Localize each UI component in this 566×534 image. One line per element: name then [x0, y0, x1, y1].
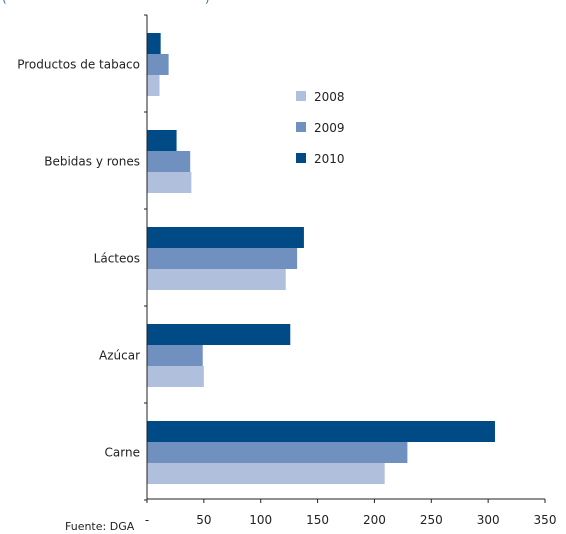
source-note: Fuente: DGA	[65, 520, 135, 533]
category-label: Productos de tabaco	[17, 58, 140, 72]
x-tick-label: -	[145, 513, 149, 527]
bar-2008-1	[147, 172, 192, 193]
x-tick-label: 100	[249, 513, 272, 527]
bars-group	[147, 33, 495, 484]
category-label: Azúcar	[99, 349, 140, 363]
legend-swatch	[296, 153, 306, 163]
bar-2010-1	[147, 130, 177, 151]
header-fragment-left: (	[2, 0, 7, 5]
bar-2009-1	[147, 151, 191, 172]
bar-2008-4	[147, 463, 385, 484]
x-tick-label: 300	[477, 513, 500, 527]
legend: 2008 2009 2010	[296, 90, 345, 166]
bar-2010-0	[147, 33, 161, 54]
x-tick-label: 350	[534, 513, 557, 527]
category-labels: Productos de tabaco Bebidas y rones Lácteo…	[17, 58, 140, 460]
legend-label: 2008	[314, 90, 345, 104]
bar-2008-3	[147, 366, 204, 387]
category-label: Bebidas y rones	[44, 155, 140, 169]
axes: - 50 100 150 200 250 300 350	[144, 14, 557, 527]
category-label: Carne	[105, 446, 140, 460]
category-label: Lácteos	[94, 252, 140, 266]
x-tick-label: 150	[306, 513, 329, 527]
x-tick-label: 200	[363, 513, 386, 527]
legend-label: 2009	[314, 121, 345, 135]
bar-2009-4	[147, 442, 408, 463]
legend-swatch	[296, 91, 306, 101]
bar-2008-2	[147, 269, 286, 290]
legend-label: 2010	[314, 152, 345, 166]
bar-2008-0	[147, 75, 160, 96]
bar-2009-3	[147, 345, 203, 366]
bar-2010-4	[147, 421, 495, 442]
bar-2010-2	[147, 227, 304, 248]
bar-2009-2	[147, 248, 298, 269]
header-fragment-right: )	[205, 0, 210, 5]
x-tick-label: 250	[420, 513, 443, 527]
x-tick-label: 50	[196, 513, 211, 527]
legend-swatch	[296, 122, 306, 132]
bar-2010-3	[147, 324, 291, 345]
bar-2009-0	[147, 54, 169, 75]
